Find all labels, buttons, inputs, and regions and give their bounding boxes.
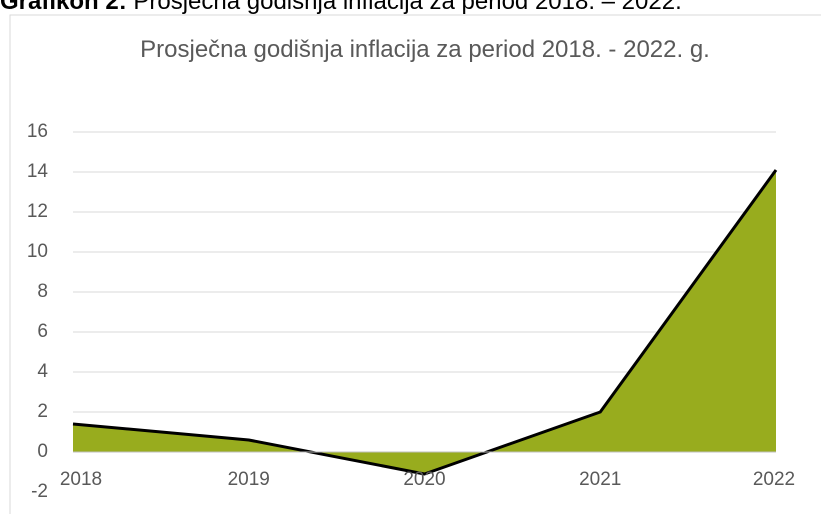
x-tick-label: 2018 [60, 469, 102, 490]
y-tick-label: 14 [27, 161, 49, 182]
y-tick-label: 2 [37, 401, 48, 422]
y-tick-label: 8 [37, 281, 48, 302]
x-tick-label: 2019 [228, 469, 270, 490]
caption-label: Grafikon 2: [0, 0, 127, 15]
chart-title: Prosječna godišnja inflacija za period 2… [140, 36, 710, 63]
y-tick-label: 16 [27, 121, 48, 142]
y-tick-label: -2 [31, 481, 48, 502]
y-tick-label: 10 [27, 241, 48, 262]
y-tick-label: 0 [37, 441, 48, 462]
x-tick-label: 2020 [403, 469, 445, 490]
y-tick-label: 6 [37, 321, 48, 342]
caption-text: Prosječna godišnja inflacija za period 2… [133, 0, 682, 15]
x-tick-label: 2022 [753, 469, 795, 490]
x-tick-label: 2021 [579, 469, 621, 490]
caption: Grafikon 2: Prosječna godišnja inflacija… [0, 0, 682, 16]
y-tick-label: 4 [37, 361, 48, 382]
y-tick-label: 12 [27, 201, 48, 222]
chart-frame [9, 14, 821, 514]
area-line [72, 169, 778, 476]
area [73, 170, 776, 474]
